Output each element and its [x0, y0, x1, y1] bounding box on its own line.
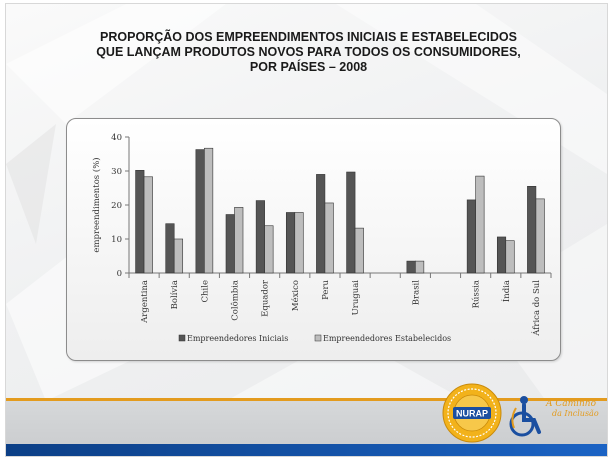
x-tick-label: África do Sul [530, 280, 542, 337]
bar [535, 198, 545, 274]
x-tick-label: Peru [321, 279, 331, 299]
slide-title: PROPORÇÃO DOS EMPREENDIMENTOS INICIAIS E… [36, 30, 581, 75]
bar [285, 212, 296, 274]
bar [135, 170, 145, 274]
slide: PROPORÇÃO DOS EMPREENDIMENTOS INICIAIS E… [5, 3, 608, 457]
legend-swatch [314, 334, 322, 342]
x-tick-label: Brasil [411, 280, 421, 305]
x-tick-label: Chile [200, 280, 210, 302]
title-line-2: QUE LANÇAM PRODUTOS NOVOS PARA TODOS OS … [96, 45, 521, 59]
bar [234, 207, 244, 274]
inclusion-logo: A Caminho da Inclusão [509, 396, 599, 437]
x-tick-label: Equador [261, 279, 271, 317]
footer-orange-stripe [6, 398, 607, 402]
x-tick-label: Rússia [471, 280, 482, 308]
x-tick-label: Colômbia [230, 280, 241, 321]
nurap-text: NURAP [456, 409, 488, 419]
inclusion-text-1: A Caminho [545, 399, 597, 409]
legend-swatch [178, 334, 186, 342]
bar [316, 174, 326, 274]
bar [294, 212, 304, 274]
bar [264, 225, 274, 274]
legend-label: Empreendedores Estabelecidos [323, 334, 451, 343]
bar [195, 149, 205, 274]
y-tick-label: 0 [117, 269, 122, 279]
bar [406, 260, 416, 274]
y-tick-label: 10 [111, 235, 122, 245]
y-tick-label: 20 [111, 201, 122, 211]
x-tick-label: Uruguai [351, 280, 361, 316]
bar [354, 227, 364, 274]
x-tick-label: Índia [500, 280, 512, 302]
bar-chart: 0 10 20 30 40 empreendimentos (%) Argentina Bol… [91, 133, 552, 343]
bar [505, 240, 515, 274]
bar [346, 171, 356, 274]
bar [496, 236, 507, 274]
chart-panel: 0 10 20 30 40 empreendimentos (%) Argentina Bol… [66, 118, 561, 361]
bar [165, 223, 175, 274]
bar [415, 260, 425, 274]
y-tick-label: 40 [111, 133, 122, 143]
title-line-1: PROPORÇÃO DOS EMPREENDIMENTOS INICIAIS E… [100, 30, 517, 44]
bar [143, 176, 153, 274]
bar [324, 202, 334, 274]
bar [225, 214, 235, 274]
x-tick-label: Argentina [140, 280, 150, 324]
bar [527, 186, 537, 274]
bar [466, 199, 476, 274]
inclusion-text-2: da Inclusão [552, 409, 599, 418]
bar [173, 238, 184, 274]
y-axis-label: empreendimentos (%) [91, 157, 102, 252]
bar [255, 200, 265, 274]
bar [475, 175, 485, 274]
legend-label: Empreendedores Iniciais [187, 334, 288, 343]
nurap-seal-logo: NURAP [442, 383, 502, 443]
title-line-3: POR PAÍSES – 2008 [249, 60, 368, 74]
footer-blue-stripe [6, 444, 607, 456]
bar [204, 147, 214, 274]
y-tick-label: 30 [111, 167, 122, 177]
x-tick-label: Bolívia [169, 280, 180, 309]
x-tick-label: México [290, 280, 301, 311]
